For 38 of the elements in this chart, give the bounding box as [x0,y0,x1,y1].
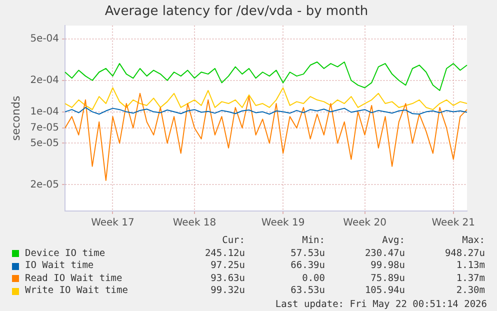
text: 948.27u [444,248,485,260]
text: 105.94u [364,285,405,298]
text: Avg: [381,235,405,248]
text: 97.25u [210,260,245,272]
text: Last update: Fri May 22 00:51:14 2026 [274,298,487,310]
text: 93.63u [210,272,245,285]
y-axis-title: seconds [9,96,22,141]
x-tick-label: Week 17 [91,218,134,229]
y-tick-label: 5e-05 [30,138,60,149]
x-tick-label: Week 19 [261,218,305,229]
text: 1.13m [455,260,485,272]
y-tick-label: 5e-04 [30,33,60,44]
legend-label: Device IO time [25,248,106,260]
y-tick-label: 7e-05 [30,122,60,134]
text: 75.89u [370,272,405,285]
chart-title: Average latency for /dev/vda - by month [104,4,368,20]
text: 99.32u [210,285,245,298]
legend-label: Read IO Wait time [25,272,124,285]
text: 66.39u [290,260,325,272]
text: 99.98u [370,260,405,272]
text: 1.37m [455,272,485,285]
x-tick-label: Week 21 [432,218,476,229]
text: Min: [301,235,325,248]
y-tick-label: 1e-04 [30,106,60,118]
text: Cur: [221,235,245,248]
text: 0.00 [301,272,325,285]
text: 63.53u [290,285,325,298]
text: 230.47u [364,248,405,260]
text: 245.12u [204,248,245,260]
text: 57.53u [290,248,325,260]
legend-label: Write IO Wait time [25,285,129,298]
x-tick-label: Week 18 [172,218,216,229]
x-tick-label: Week 20 [343,218,386,229]
y-tick-label: 2e-05 [30,179,60,190]
y-tick-label: 2e-04 [30,74,60,86]
legend-label: IO Wait time [25,260,95,272]
text: Max: [461,235,485,248]
text: 2.30m [455,285,485,298]
